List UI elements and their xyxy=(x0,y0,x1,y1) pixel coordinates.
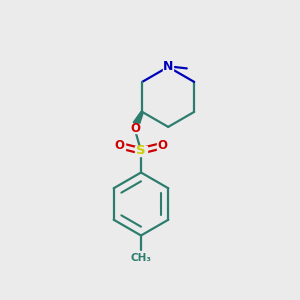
Bar xyxy=(114,141,125,150)
Text: S: S xyxy=(136,144,146,158)
Bar xyxy=(135,146,147,156)
Text: O: O xyxy=(114,139,124,152)
Bar xyxy=(163,62,173,71)
Text: N: N xyxy=(163,60,173,74)
Bar xyxy=(131,124,140,133)
Text: CH₃: CH₃ xyxy=(130,253,152,262)
Text: O: O xyxy=(130,122,141,135)
Bar xyxy=(157,141,168,150)
Text: O: O xyxy=(158,139,168,152)
Polygon shape xyxy=(133,111,143,125)
